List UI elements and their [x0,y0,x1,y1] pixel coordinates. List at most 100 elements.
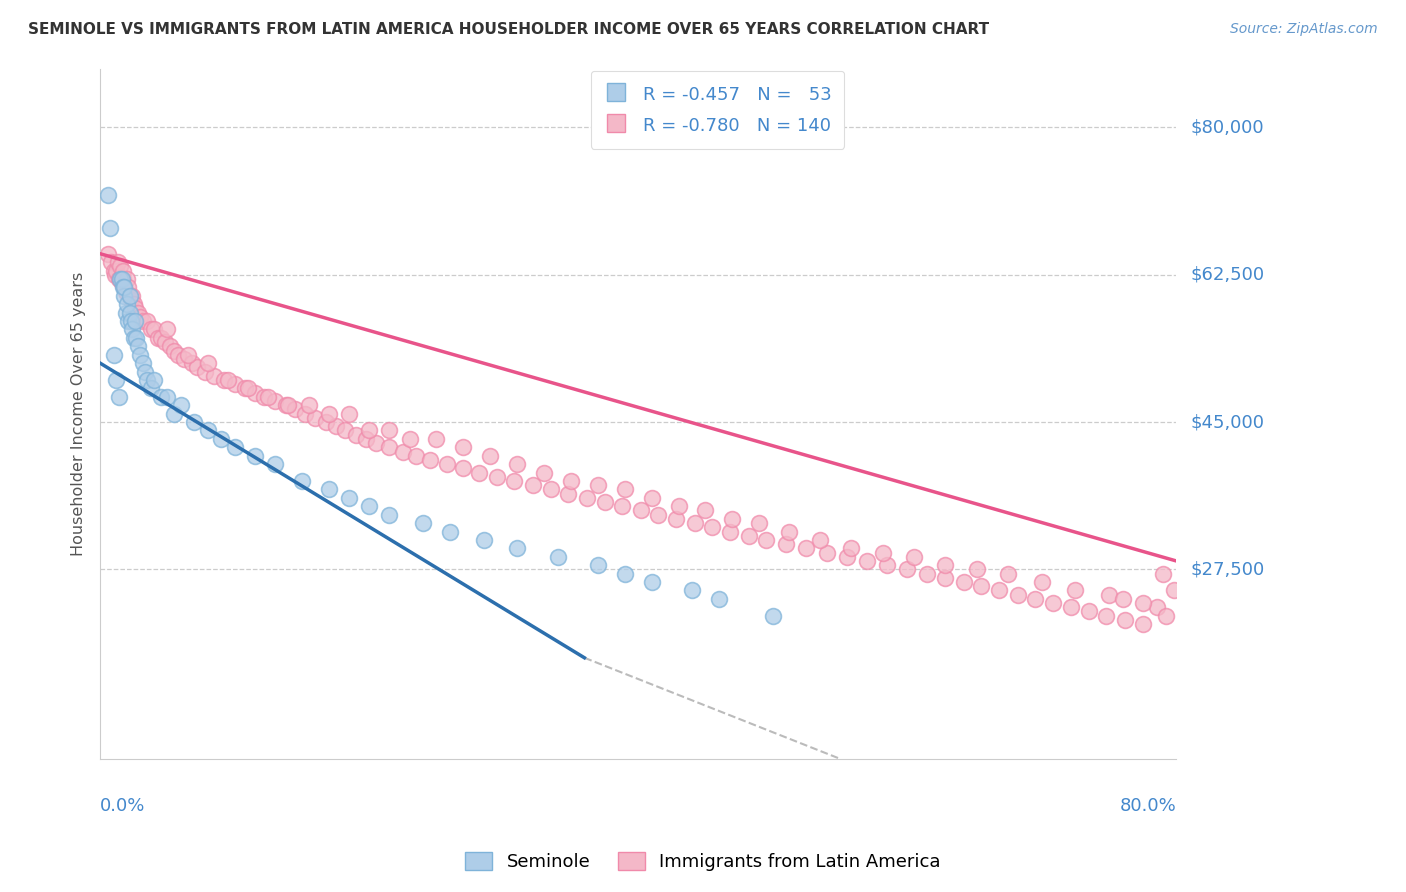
Point [425,432,447,446]
Point [755,533,778,547]
Point [1163,583,1185,598]
Point [987,583,1010,598]
Point [111,272,134,286]
Point [775,537,797,551]
Point [284,402,307,417]
Point [134,365,156,379]
Y-axis label: Householder Income Over 65 years: Householder Income Over 65 years [72,271,86,556]
Point [665,512,688,526]
Point [186,360,208,375]
Point [586,558,609,573]
Point [872,545,894,559]
Point [243,449,266,463]
Point [264,394,287,409]
Point [405,449,427,463]
Point [412,516,434,530]
Point [468,466,491,480]
Point [419,453,441,467]
Point [129,310,152,324]
Text: 0.0%: 0.0% [100,797,145,814]
Point [142,322,165,336]
Point [378,424,401,438]
Point [122,297,145,311]
Point [903,549,925,564]
Point [243,385,266,400]
Point [613,566,636,581]
Text: SEMINOLE VS IMMIGRANTS FROM LATIN AMERICA HOUSEHOLDER INCOME OVER 65 YEARS CORRE: SEMINOLE VS IMMIGRANTS FROM LATIN AMERIC… [28,22,990,37]
Point [103,263,125,277]
Point [970,579,993,593]
Point [298,398,321,412]
Point [876,558,898,573]
Point [547,549,569,564]
Point [120,293,142,307]
Point [120,314,142,328]
Point [337,407,360,421]
Point [217,373,239,387]
Point [1060,600,1083,615]
Point [896,562,918,576]
Point [183,415,205,429]
Point [149,390,172,404]
Point [136,314,159,328]
Text: $62,500: $62,500 [1191,266,1264,284]
Point [114,285,136,299]
Point [115,297,138,311]
Point [127,339,149,353]
Point [613,483,636,497]
Point [640,574,662,589]
Point [236,381,259,395]
Point [640,491,662,505]
Point [108,390,131,404]
Point [718,524,741,539]
Point [668,500,690,514]
Point [1114,613,1136,627]
Point [115,272,138,286]
Point [1095,608,1118,623]
Point [815,545,838,559]
Point [533,466,555,480]
Point [1111,591,1133,606]
Point [159,339,181,353]
Point [1152,566,1174,581]
Text: $45,000: $45,000 [1191,413,1264,431]
Point [1098,588,1121,602]
Point [132,314,155,328]
Point [170,398,193,412]
Point [856,554,879,568]
Point [808,533,831,547]
Point [1146,600,1168,615]
Point [125,331,148,345]
Point [114,305,136,319]
Point [934,558,956,573]
Point [778,524,800,539]
Point [479,449,502,463]
Point [391,444,413,458]
Point [453,440,475,454]
Point [762,608,785,623]
Point [153,335,176,350]
Point [681,583,703,598]
Point [917,566,939,581]
Point [163,407,186,421]
Point [485,470,508,484]
Point [149,331,172,345]
Point [304,410,326,425]
Point [132,356,155,370]
Point [398,432,420,446]
Point [163,343,186,358]
Point [118,305,141,319]
Point [318,483,340,497]
Point [176,348,198,362]
Point [378,440,401,454]
Point [264,457,287,471]
Point [124,314,146,328]
Point [108,272,131,286]
Point [253,390,276,404]
Point [291,474,314,488]
Point [197,356,219,370]
Point [224,440,246,454]
Point [107,255,129,269]
Point [997,566,1019,581]
Text: Source: ZipAtlas.com: Source: ZipAtlas.com [1230,22,1378,37]
